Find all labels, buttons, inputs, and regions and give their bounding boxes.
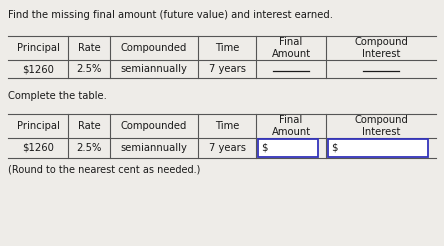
Text: semiannually: semiannually [121,64,187,74]
Text: Time: Time [215,43,239,53]
Text: Compound
Interest: Compound Interest [354,115,408,137]
Text: $1260: $1260 [22,143,54,153]
Text: Compound
Interest: Compound Interest [354,37,408,59]
Text: Time: Time [215,121,239,131]
Text: Compounded: Compounded [121,43,187,53]
Text: Rate: Rate [78,43,100,53]
Text: (Round to the nearest cent as needed.): (Round to the nearest cent as needed.) [8,164,200,174]
Text: Principal: Principal [16,43,59,53]
Bar [258,139,318,157]
Text: Compounded: Compounded [121,121,187,131]
Text: semiannually: semiannually [121,143,187,153]
Text: Final
Amount: Final Amount [271,37,310,59]
Text: Find the missing final amount (future value) and interest earned.: Find the missing final amount (future va… [8,10,333,20]
Bar [328,139,428,157]
Text: 7 years: 7 years [209,64,246,74]
Text: Principal: Principal [16,121,59,131]
Text: Final
Amount: Final Amount [271,115,310,137]
Text: Rate: Rate [78,121,100,131]
Text: Complete the table.: Complete the table. [8,91,107,101]
Text: $1260: $1260 [22,64,54,74]
Text: $: $ [331,143,337,153]
Text: 7 years: 7 years [209,143,246,153]
Text: $: $ [261,143,267,153]
Text: 2.5%: 2.5% [76,64,102,74]
Text: 2.5%: 2.5% [76,143,102,153]
